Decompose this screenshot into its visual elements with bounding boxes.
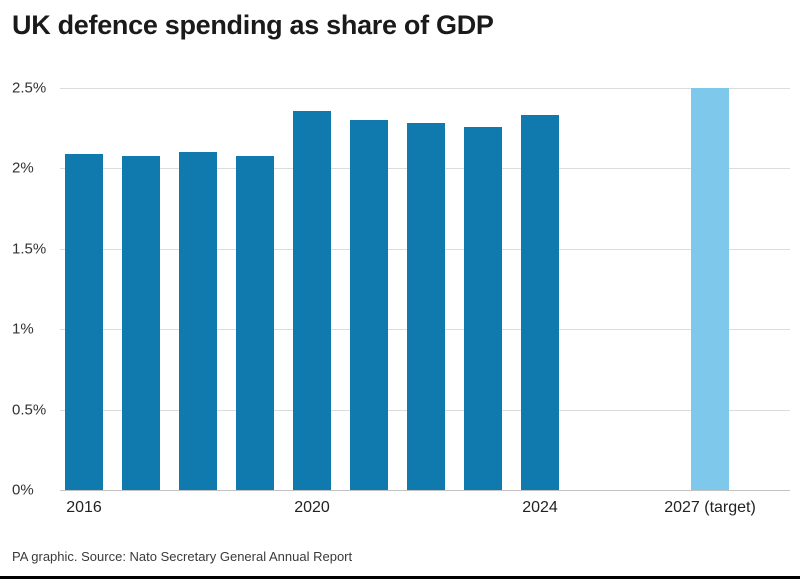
x-axis-tick-label: 2024: [522, 499, 558, 516]
y-axis-tick-label: 0.5%: [12, 401, 47, 419]
y-axis-tick-label: 2.5%: [12, 79, 47, 97]
x-axis-tick-label: 2027 (target): [664, 499, 756, 516]
gridline: [60, 88, 790, 89]
bar-2024: [521, 115, 559, 490]
gridline: [60, 490, 790, 491]
bottom-rule: [0, 576, 800, 579]
bar-2016: [65, 153, 103, 490]
chart-title: UK defence spending as share of GDP: [12, 10, 494, 40]
y-axis-tick-label: 1%: [12, 320, 34, 338]
bar-2023: [464, 126, 502, 490]
source-note: PA graphic. Source: Nato Secretary Gener…: [12, 549, 353, 564]
y-axis-tick-label: 1.5%: [12, 240, 47, 258]
y-axis-tick-label: 2%: [12, 159, 34, 177]
bar-2017: [122, 155, 160, 490]
bar-2019: [236, 155, 274, 490]
bar-2022: [407, 123, 445, 490]
bar-2018: [179, 152, 217, 490]
x-axis-tick-label: 2016: [66, 499, 102, 516]
bar-2027-target-: [691, 88, 729, 490]
x-axis-tick-label: 2020: [294, 499, 330, 516]
bar-2021: [350, 120, 388, 490]
chart-plot: [60, 88, 790, 491]
y-axis-tick-label: 0%: [12, 481, 34, 499]
bar-2020: [293, 110, 331, 490]
